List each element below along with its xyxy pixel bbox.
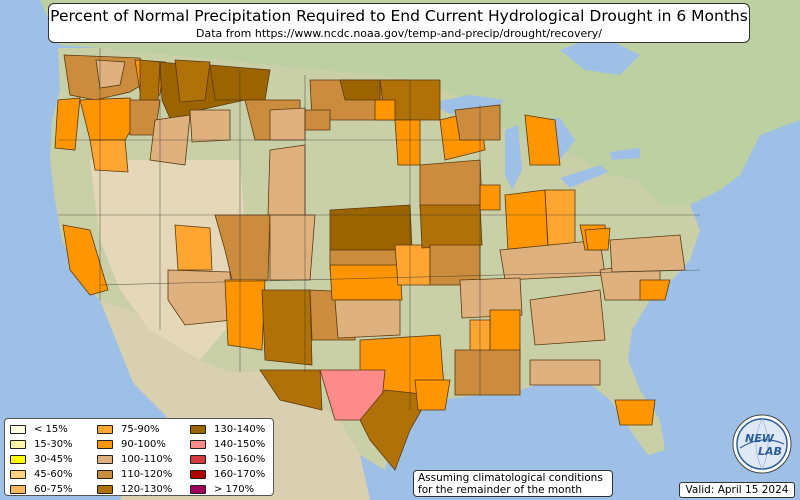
legend-item: 150-160% bbox=[190, 452, 265, 467]
legend-swatch bbox=[97, 424, 113, 434]
drought-regions bbox=[54, 54, 686, 471]
assumption-note: Assuming climatological conditions for t… bbox=[413, 470, 613, 497]
legend-label: 150-160% bbox=[214, 454, 266, 465]
legend-swatch bbox=[97, 484, 113, 494]
legend-label: 75-90% bbox=[121, 424, 160, 435]
legend-item: 45-60% bbox=[10, 467, 73, 482]
legend-swatch bbox=[190, 424, 206, 434]
legend-item: 140-150% bbox=[190, 437, 265, 452]
lake-michigan bbox=[505, 125, 522, 190]
legend-label: < 15% bbox=[34, 424, 68, 435]
legend-swatch bbox=[10, 469, 26, 479]
legend-item: 100-110% bbox=[97, 452, 172, 467]
legend-item: 30-45% bbox=[10, 452, 73, 467]
map-subtitle: Data from https://www.ncdc.noaa.gov/temp… bbox=[196, 27, 602, 40]
lake-erie bbox=[560, 165, 608, 188]
legend-swatch bbox=[97, 439, 113, 449]
legend-item: 160-170% bbox=[190, 467, 265, 482]
lake-ontario bbox=[610, 148, 640, 160]
title-box: Percent of Normal Precipitation Required… bbox=[48, 3, 750, 43]
legend-swatch bbox=[10, 439, 26, 449]
legend-label: 60-75% bbox=[34, 484, 73, 495]
legend-label: 120-130% bbox=[121, 484, 173, 495]
legend-item: > 170% bbox=[190, 482, 265, 497]
map-title: Percent of Normal Precipitation Required… bbox=[50, 7, 748, 25]
legend-swatch bbox=[10, 424, 26, 434]
legend-swatch bbox=[97, 469, 113, 479]
legend-item: 15-30% bbox=[10, 437, 73, 452]
legend-swatch bbox=[10, 454, 26, 464]
legend-item: 60-75% bbox=[10, 482, 73, 497]
legend-swatch bbox=[190, 439, 206, 449]
legend-label: 30-45% bbox=[34, 454, 73, 465]
legend-label: 15-30% bbox=[34, 439, 73, 450]
legend-item: 110-120% bbox=[97, 467, 172, 482]
legend-item: 130-140% bbox=[190, 422, 265, 437]
legend-item: 90-100% bbox=[97, 437, 172, 452]
legend-swatch bbox=[97, 454, 113, 464]
legend-label: 110-120% bbox=[121, 469, 173, 480]
legend-swatch bbox=[190, 484, 206, 494]
legend: < 15% 15-30% 30-45% 45-60% 60-75% 75-90%… bbox=[4, 418, 274, 496]
legend-label: 45-60% bbox=[34, 469, 73, 480]
legend-label: 90-100% bbox=[121, 439, 166, 450]
assumption-line-2: for the remainder of the month bbox=[418, 484, 583, 496]
legend-label: > 170% bbox=[214, 484, 255, 495]
legend-item: 75-90% bbox=[97, 422, 172, 437]
legend-column-2: 75-90% 90-100% 100-110% 110-120% 120-130… bbox=[97, 422, 172, 497]
legend-column-3: 130-140% 140-150% 150-160% 160-170% > 17… bbox=[190, 422, 265, 497]
legend-column-1: < 15% 15-30% 30-45% 45-60% 60-75% bbox=[10, 422, 73, 497]
valid-date: Valid: April 15 2024 bbox=[679, 482, 795, 498]
legend-swatch bbox=[10, 484, 26, 494]
legend-label: 140-150% bbox=[214, 439, 266, 450]
legend-label: 130-140% bbox=[214, 424, 266, 435]
logo-text-bottom: LAB bbox=[758, 445, 782, 458]
legend-label: 160-170% bbox=[214, 469, 266, 480]
logo-text-top: NEW bbox=[745, 432, 775, 445]
legend-item: 120-130% bbox=[97, 482, 172, 497]
legend-swatch bbox=[190, 454, 206, 464]
legend-label: 100-110% bbox=[121, 454, 173, 465]
legend-item: < 15% bbox=[10, 422, 73, 437]
assumption-line-1: Assuming climatological conditions bbox=[418, 472, 603, 484]
legend-swatch bbox=[190, 469, 206, 479]
newlab-globe-logo: NEW LAB bbox=[732, 414, 792, 474]
